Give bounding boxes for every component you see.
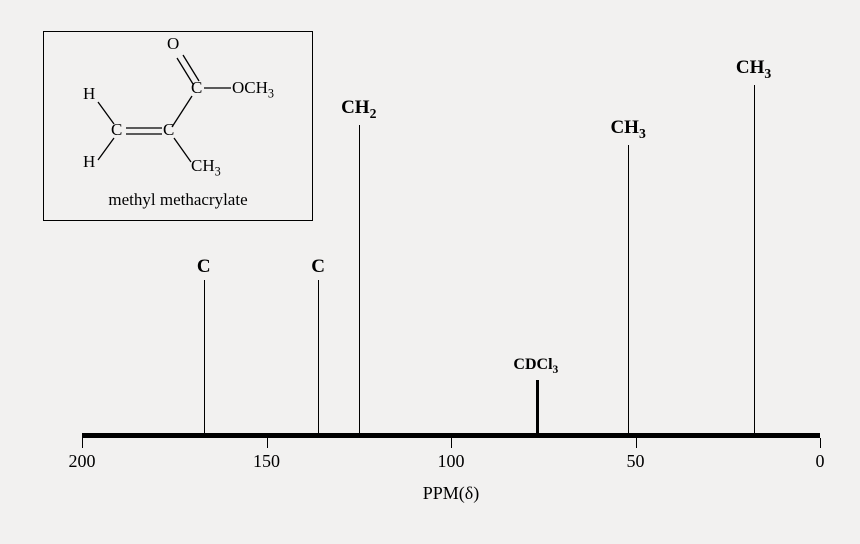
peak-label: CH2: [341, 97, 376, 122]
peak: [318, 280, 319, 435]
x-tick: [636, 438, 637, 448]
peak: [536, 380, 539, 435]
mol-ch3: CH3: [191, 156, 221, 179]
x-tick-label: 0: [816, 451, 825, 472]
mol-h-bot: H: [83, 152, 95, 172]
mol-c-left: C: [111, 120, 122, 140]
x-tick: [82, 438, 83, 448]
x-tick-label: 150: [253, 451, 280, 472]
peak-label: CH3: [610, 117, 645, 142]
peak-label: CH3: [736, 57, 771, 82]
peak-label: C: [311, 256, 325, 278]
peak: [628, 145, 629, 435]
x-tick-label: 100: [438, 451, 465, 472]
x-tick: [451, 438, 452, 448]
structure-inset: O OCH3 C C C H H CH3 methyl methacrylate: [43, 31, 313, 221]
x-tick: [267, 438, 268, 448]
peak-label: C: [197, 256, 211, 278]
mol-c-right: C: [163, 120, 174, 140]
x-tick-label: 50: [627, 451, 645, 472]
x-tick: [820, 438, 821, 448]
mol-o-double: O: [167, 34, 179, 54]
inset-caption: methyl methacrylate: [44, 190, 312, 210]
peak: [754, 85, 755, 435]
peak-label: CDCl3: [513, 356, 558, 376]
x-tick-label: 200: [69, 451, 96, 472]
peak: [204, 280, 205, 435]
x-axis-title: PPM(δ): [423, 483, 480, 504]
mol-c-carbonyl: C: [191, 78, 202, 98]
peak: [359, 125, 360, 435]
mol-och3: OCH3: [232, 78, 274, 101]
mol-h-top: H: [83, 84, 95, 104]
